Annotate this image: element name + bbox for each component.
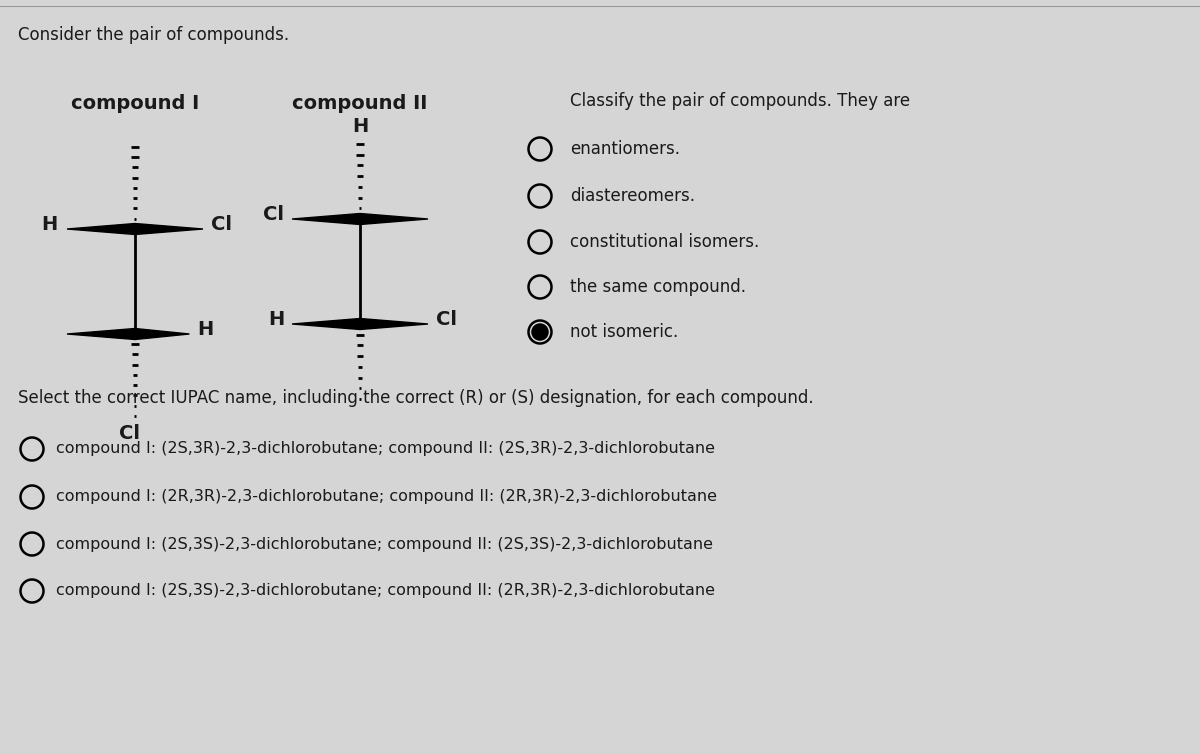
Text: diastereomers.: diastereomers. xyxy=(570,187,695,205)
Text: compound I: compound I xyxy=(71,94,199,113)
Text: H: H xyxy=(41,216,58,234)
Text: Cl: Cl xyxy=(120,424,140,443)
Polygon shape xyxy=(67,223,134,234)
Polygon shape xyxy=(360,318,428,329)
Text: compound I: (2S,3S)-2,3-dichlorobutane; compound II: (2S,3S)-2,3-dichlorobutane: compound I: (2S,3S)-2,3-dichlorobutane; … xyxy=(56,537,713,551)
Text: compound I: (2R,3R)-2,3-dichlorobutane; compound II: (2R,3R)-2,3-dichlorobutane: compound I: (2R,3R)-2,3-dichlorobutane; … xyxy=(56,489,718,504)
Text: Consider the pair of compounds.: Consider the pair of compounds. xyxy=(18,26,289,44)
Text: not isomeric.: not isomeric. xyxy=(570,323,678,341)
Text: Select the correct IUPAC name, including the correct (R) or (S) designation, for: Select the correct IUPAC name, including… xyxy=(18,389,814,407)
Text: H: H xyxy=(352,117,368,136)
Polygon shape xyxy=(67,329,134,339)
Text: H: H xyxy=(268,311,284,329)
Polygon shape xyxy=(292,318,360,329)
Text: Cl: Cl xyxy=(436,311,457,329)
Circle shape xyxy=(532,324,548,340)
Text: compound I: (2S,3R)-2,3-dichlorobutane; compound II: (2S,3R)-2,3-dichlorobutane: compound I: (2S,3R)-2,3-dichlorobutane; … xyxy=(56,442,715,456)
Text: compound I: (2S,3S)-2,3-dichlorobutane; compound II: (2R,3R)-2,3-dichlorobutane: compound I: (2S,3S)-2,3-dichlorobutane; … xyxy=(56,584,715,599)
Text: Classify the pair of compounds. They are: Classify the pair of compounds. They are xyxy=(570,92,910,110)
Polygon shape xyxy=(134,223,203,234)
Polygon shape xyxy=(134,329,190,339)
Polygon shape xyxy=(292,213,360,225)
Text: enantiomers.: enantiomers. xyxy=(570,140,680,158)
Text: constitutional isomers.: constitutional isomers. xyxy=(570,233,760,251)
Text: the same compound.: the same compound. xyxy=(570,278,746,296)
Text: H: H xyxy=(198,320,214,339)
Polygon shape xyxy=(360,213,428,225)
Text: Cl: Cl xyxy=(263,206,284,225)
Text: Cl: Cl xyxy=(211,216,232,234)
Text: compound II: compound II xyxy=(293,94,427,113)
